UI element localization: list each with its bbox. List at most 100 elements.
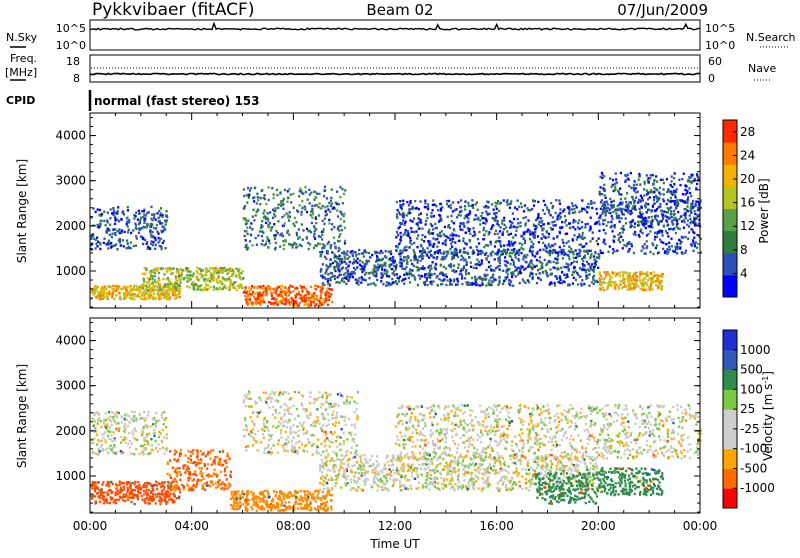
power-cell bbox=[307, 198, 309, 200]
power-cell bbox=[175, 280, 177, 282]
velocity-cell bbox=[129, 421, 131, 423]
power-cell bbox=[438, 278, 440, 280]
velocity-cell bbox=[95, 484, 97, 486]
power-cell bbox=[526, 230, 528, 232]
power-cell bbox=[368, 277, 370, 279]
power-cell bbox=[440, 209, 442, 211]
power-cell bbox=[628, 275, 630, 277]
power-cell bbox=[334, 260, 336, 262]
power-cell bbox=[382, 264, 384, 266]
power-colorbar-swatch bbox=[723, 164, 737, 187]
power-cell bbox=[498, 210, 500, 212]
power-cell bbox=[286, 201, 288, 203]
power-cell bbox=[193, 285, 195, 287]
power-cell bbox=[169, 269, 171, 271]
power-cell bbox=[418, 208, 420, 210]
power-cell bbox=[257, 209, 259, 211]
power-cell bbox=[335, 202, 337, 204]
power-cell bbox=[256, 193, 258, 195]
power-cell bbox=[634, 279, 636, 281]
power-cell bbox=[432, 204, 434, 206]
power-cell bbox=[287, 197, 289, 199]
power-cell bbox=[257, 293, 259, 295]
velocity-cell bbox=[105, 499, 107, 501]
power-cell bbox=[304, 300, 306, 302]
power-cell bbox=[308, 248, 310, 250]
power-cell bbox=[619, 232, 621, 234]
power-cell bbox=[678, 239, 680, 241]
power-cell bbox=[529, 261, 531, 263]
power-cell bbox=[98, 292, 100, 294]
power-cell bbox=[440, 279, 442, 281]
power-cell bbox=[691, 174, 693, 176]
power-cell bbox=[399, 213, 401, 215]
velocity-cell bbox=[99, 417, 101, 419]
power-cell bbox=[652, 276, 654, 278]
power-cell bbox=[277, 220, 279, 222]
power-cell bbox=[463, 265, 465, 267]
power-cell bbox=[346, 275, 348, 277]
power-cell bbox=[572, 221, 574, 223]
power-cell bbox=[535, 273, 537, 275]
power-cell bbox=[529, 275, 531, 277]
power-cell bbox=[637, 191, 639, 193]
power-cell bbox=[190, 278, 192, 280]
power-cell bbox=[673, 214, 675, 216]
power-cell bbox=[681, 199, 683, 201]
power-cell bbox=[685, 250, 687, 252]
power-cell bbox=[319, 302, 321, 304]
power-cell bbox=[473, 231, 475, 233]
power-cell bbox=[654, 236, 656, 238]
power-cell bbox=[180, 275, 182, 277]
power-cell bbox=[495, 216, 497, 218]
power-cell bbox=[116, 248, 118, 250]
power-cell bbox=[662, 179, 664, 181]
velocity-cell bbox=[169, 493, 171, 495]
power-cell bbox=[272, 217, 274, 219]
power-cell bbox=[434, 251, 436, 253]
power-cell bbox=[598, 220, 600, 222]
power-cell bbox=[139, 219, 141, 221]
power-cell bbox=[541, 220, 543, 222]
power-cell bbox=[404, 247, 406, 249]
velocity-cell bbox=[91, 442, 93, 444]
power-cell bbox=[113, 298, 115, 300]
power-cell bbox=[663, 182, 665, 184]
power-cell bbox=[249, 299, 251, 301]
power-cell bbox=[504, 224, 506, 226]
velocity-cell bbox=[118, 499, 120, 501]
power-cell bbox=[246, 227, 248, 229]
power-cell bbox=[475, 214, 477, 216]
power-cell bbox=[577, 283, 579, 285]
power-cell bbox=[540, 225, 542, 227]
power-cell bbox=[529, 233, 531, 235]
power-cell bbox=[336, 191, 338, 193]
power-cell bbox=[252, 304, 254, 306]
velocity-cell bbox=[107, 435, 109, 437]
power-cell bbox=[395, 266, 397, 268]
power-cell bbox=[339, 282, 341, 284]
power-cell bbox=[430, 265, 432, 267]
power-cell bbox=[413, 259, 415, 261]
power-cell bbox=[153, 293, 155, 295]
power-cell bbox=[675, 232, 677, 234]
velocity-cell bbox=[147, 502, 149, 504]
power-cell bbox=[334, 242, 336, 244]
power-cell bbox=[520, 235, 522, 237]
power-cell bbox=[201, 276, 203, 278]
power-cell bbox=[638, 178, 640, 180]
power-cell bbox=[600, 208, 602, 210]
power-cell bbox=[362, 268, 364, 270]
power-cell bbox=[295, 295, 297, 297]
power-cell bbox=[290, 291, 292, 293]
power-cell bbox=[687, 180, 689, 182]
nsky-label: N.Sky bbox=[6, 31, 38, 44]
power-cell bbox=[593, 255, 595, 257]
power-cell bbox=[549, 268, 551, 270]
power-cell bbox=[386, 275, 388, 277]
power-cell bbox=[411, 263, 413, 265]
power-cell bbox=[510, 263, 512, 265]
power-cell bbox=[151, 278, 153, 280]
power-cell bbox=[573, 260, 575, 262]
power-cell bbox=[641, 250, 643, 252]
